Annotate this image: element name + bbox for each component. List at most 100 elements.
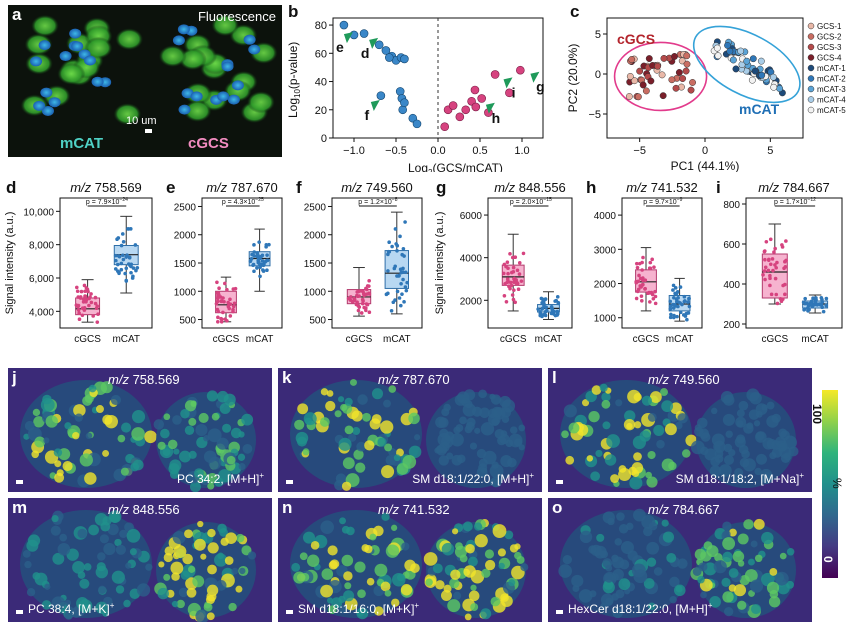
intensity-spot — [173, 448, 180, 455]
data-point — [813, 300, 818, 304]
intensity-spot — [648, 602, 656, 610]
data-point — [252, 250, 257, 254]
cgcs-ellipse — [613, 41, 708, 112]
intensity-spot — [27, 534, 41, 547]
title-mz: m/z — [758, 180, 783, 195]
data-point — [682, 294, 687, 299]
intensity-spot — [111, 570, 125, 584]
adduct-charge: + — [109, 601, 115, 610]
intensity-spot — [304, 417, 312, 425]
msi-heatmap — [278, 498, 542, 622]
pvalue-exp: −12 — [807, 197, 816, 203]
intensity-spot — [722, 591, 734, 603]
msi-heatmap — [8, 368, 272, 492]
intensity-spot — [744, 569, 758, 583]
intensity-spot — [120, 467, 129, 476]
intensity-spot — [206, 612, 215, 621]
intensity-spot — [669, 595, 677, 604]
blue-point — [400, 98, 409, 108]
data-point — [403, 270, 408, 275]
intensity-spot — [579, 530, 593, 544]
data-point — [510, 255, 515, 260]
data-point — [77, 311, 81, 315]
intensity-spot — [509, 426, 518, 434]
data-point — [124, 279, 129, 283]
data-point — [543, 313, 548, 318]
mcat-cluster-label: mCAT — [739, 101, 780, 117]
x-tick-label: 5 — [767, 145, 773, 157]
intensity-spot — [371, 388, 384, 400]
data-point — [93, 295, 98, 300]
data-point — [640, 268, 644, 272]
intensity-spot — [722, 413, 735, 426]
intensity-spot — [231, 567, 239, 575]
pvalue-label: p = 4.3×10−25 — [222, 197, 264, 206]
intensity-spot — [713, 440, 726, 453]
data-point — [648, 260, 653, 265]
boxplot-g: g m/z 848.556 2000 4000 6000 p = 2.0×10−15 cGC… — [434, 178, 573, 345]
intensity-spot — [604, 573, 614, 583]
intensity-spot — [520, 563, 529, 572]
data-point — [231, 309, 235, 314]
intensity-spot — [653, 424, 665, 436]
data-point — [231, 304, 236, 309]
data-point — [766, 268, 771, 273]
intensity-spot — [179, 450, 191, 463]
data-point — [502, 293, 507, 298]
legend-label: mCAT-4 — [817, 96, 846, 105]
intensity-spot — [484, 559, 496, 571]
intensity-spot — [355, 462, 366, 473]
intensity-spot — [163, 413, 171, 421]
intensity-spot — [351, 410, 363, 422]
data-point — [653, 301, 658, 306]
intensity-spot — [490, 596, 501, 607]
adduct-charge: + — [707, 601, 713, 610]
intensity-spot — [660, 388, 668, 396]
intensity-spot — [344, 397, 353, 406]
intensity-spot — [319, 417, 330, 427]
data-point — [395, 289, 400, 294]
legend-marker — [807, 106, 815, 114]
intensity-spot — [297, 403, 309, 415]
data-point — [643, 286, 647, 291]
data-point — [668, 299, 673, 304]
blue-point — [359, 29, 369, 38]
intensity-spot — [226, 455, 236, 465]
pvalue-label: p = 2.0×10−15 — [510, 197, 552, 206]
title-mz: m/z — [206, 180, 231, 195]
data-point — [221, 310, 225, 315]
intensity-spot — [43, 437, 50, 444]
cgcs-label: cGCS — [188, 135, 229, 152]
intensity-spot — [750, 604, 762, 615]
intensity-spot — [778, 428, 788, 438]
y-tick-label: 8,000 — [29, 241, 54, 252]
intensity-spot — [341, 525, 350, 534]
mcat-point — [743, 57, 751, 65]
data-point — [232, 301, 237, 306]
data-point — [265, 268, 269, 273]
pink-point — [448, 101, 458, 110]
panel-label: j — [12, 368, 17, 387]
data-point — [508, 280, 513, 285]
panel-label: i — [716, 178, 721, 197]
data-point — [360, 301, 365, 306]
intensity-spot — [786, 548, 795, 556]
intensity-spot — [769, 452, 777, 460]
cgcs-point — [660, 54, 668, 62]
pink-point — [505, 88, 514, 98]
intensity-spot — [72, 431, 80, 440]
data-point — [261, 269, 266, 273]
data-point — [365, 284, 370, 288]
cgcs-point — [659, 92, 667, 100]
plot-frame — [59, 197, 153, 329]
intensity-spot — [402, 455, 417, 469]
intensity-spot — [188, 565, 196, 573]
msi-heatmap — [8, 498, 272, 622]
cell-body — [57, 62, 86, 85]
intensity-spot — [400, 584, 413, 596]
intensity-spot — [456, 454, 466, 464]
data-point — [809, 302, 813, 306]
intensity-spot — [733, 473, 743, 483]
panel-label: l — [552, 368, 557, 387]
data-point — [634, 296, 639, 301]
